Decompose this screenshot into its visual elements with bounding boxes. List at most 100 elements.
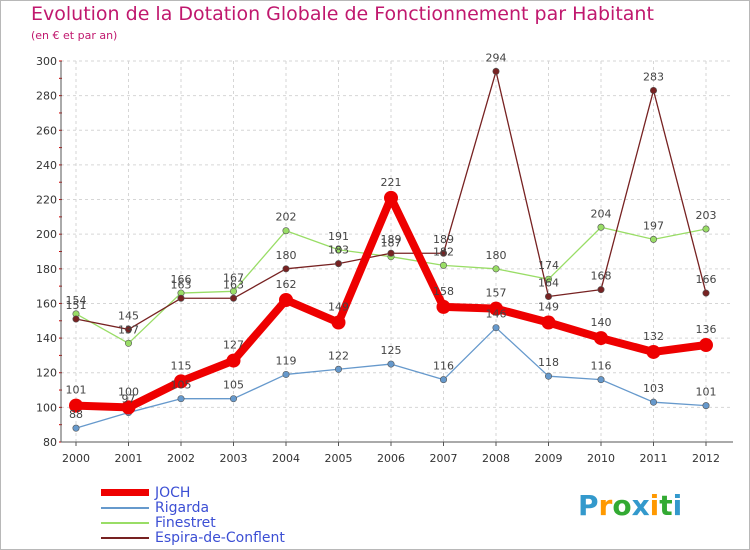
data-label: 221: [381, 176, 402, 189]
data-label: 149: [328, 301, 349, 314]
data-point: [439, 261, 447, 269]
data-label: 164: [538, 277, 559, 290]
data-label: 157: [486, 287, 507, 300]
x-tick-label: 2006: [377, 452, 405, 465]
data-label: 136: [696, 323, 717, 336]
data-point: [279, 292, 293, 307]
data-point: [282, 370, 290, 378]
data-label: 294: [486, 51, 507, 64]
data-label: 116: [591, 360, 612, 373]
data-label: 149: [538, 301, 559, 314]
data-label: 162: [276, 278, 297, 291]
legend-swatch: [101, 536, 149, 539]
data-point: [439, 249, 447, 257]
data-label: 101: [66, 384, 87, 397]
y-tick-label: 200: [36, 228, 57, 241]
data-point: [436, 299, 451, 314]
data-label: 283: [643, 70, 664, 83]
data-point: [387, 360, 395, 368]
data-point: [544, 275, 552, 283]
y-tick-label: 280: [36, 90, 57, 103]
data-label: 101: [696, 386, 717, 399]
data-label: 189: [381, 233, 402, 246]
data-point: [597, 376, 605, 384]
data-point: [649, 398, 657, 406]
data-label: 115: [171, 359, 192, 372]
data-label: 88: [69, 408, 83, 421]
logo-letter: r: [598, 489, 613, 522]
data-point: [702, 225, 710, 233]
data-label: 97: [122, 393, 136, 406]
data-label: 103: [643, 382, 664, 395]
x-tick-label: 2001: [115, 452, 143, 465]
chart-subtitle: (en € et par an): [31, 29, 118, 42]
data-point: [702, 402, 710, 410]
x-tick-label: 2009: [535, 452, 563, 465]
data-label: 105: [223, 379, 244, 392]
chart-title: Evolution de la Dotation Globale de Fonc…: [31, 3, 654, 25]
data-point: [387, 249, 395, 257]
data-label: 182: [433, 245, 454, 258]
legend-label: Rigarda: [155, 499, 210, 516]
data-point: [230, 395, 238, 403]
data-label: 204: [591, 207, 612, 220]
legend-label: Finestret: [155, 514, 216, 531]
data-label: 146: [486, 308, 507, 321]
data-label: 116: [433, 360, 454, 373]
data-point: [177, 395, 185, 403]
data-point: [174, 374, 188, 389]
plot-area: [61, 61, 733, 442]
x-tick-label: 2004: [272, 452, 300, 465]
data-point: [230, 287, 238, 295]
data-label: 100: [118, 385, 139, 398]
data-label: 137: [118, 323, 139, 336]
data-point: [72, 424, 80, 432]
data-point: [439, 376, 447, 384]
data-label: 180: [486, 249, 507, 262]
data-point: [282, 227, 290, 235]
data-point: [226, 353, 241, 368]
data-point: [489, 301, 503, 316]
data-label: 187: [381, 237, 402, 250]
data-point: [702, 289, 710, 297]
data-point: [597, 223, 605, 231]
chart-legend: JOCH Rigarda Finestret Espira-de-Conflent: [101, 484, 285, 546]
legend-label: JOCH: [155, 484, 191, 501]
data-point: [492, 67, 500, 75]
data-label: 183: [328, 244, 349, 257]
data-point: [649, 235, 657, 243]
data-label: 151: [66, 299, 87, 312]
proxiti-logo: Proxiti: [578, 489, 682, 522]
data-label: 163: [171, 278, 192, 291]
logo-letter: t: [659, 489, 673, 522]
y-tick-label: 220: [36, 194, 57, 207]
data-label: 197: [643, 219, 664, 232]
data-point: [334, 246, 342, 254]
logo-letter: o: [612, 489, 632, 522]
data-point: [492, 265, 500, 273]
data-label: 154: [66, 294, 87, 307]
y-tick-label: 240: [36, 159, 57, 172]
data-label: 180: [276, 249, 297, 262]
data-point: [331, 315, 346, 330]
legend-swatch: [101, 521, 149, 524]
data-point: [125, 339, 133, 347]
data-label: 127: [223, 339, 244, 352]
data-label: 166: [696, 273, 717, 286]
data-label: 122: [328, 349, 349, 362]
legend-item: Rigarda: [101, 499, 285, 516]
x-tick-label: 2000: [62, 452, 90, 465]
logo-letter: i: [672, 489, 683, 522]
x-tick-label: 2005: [325, 452, 353, 465]
data-point: [69, 398, 83, 413]
legend-swatch: [101, 506, 149, 509]
data-label: 118: [538, 356, 559, 369]
data-label: 132: [643, 330, 664, 343]
legend-label: Espira-de-Conflent: [155, 529, 285, 546]
legend-swatch: [101, 489, 149, 496]
x-tick-label: 2008: [482, 452, 510, 465]
legend-item: Finestret: [101, 514, 285, 531]
data-label: 168: [591, 270, 612, 283]
